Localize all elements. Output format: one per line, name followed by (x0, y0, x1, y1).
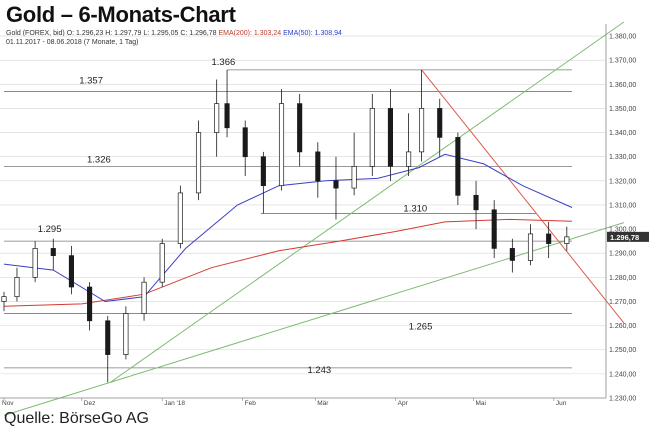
candle-body (333, 180, 339, 189)
ema200-line (3, 218, 573, 307)
y-tick-label: 1.260,00 (609, 323, 636, 330)
candle-body (32, 248, 38, 278)
y-tick-label: 1.310,00 (609, 202, 636, 209)
last-price-label: 1.296,78 (610, 233, 639, 242)
candle-body (242, 127, 248, 158)
candle-body (351, 166, 357, 189)
trendline-resistance (421, 69, 625, 324)
candle-body (455, 137, 461, 196)
y-tick-label: 1.370,00 (609, 58, 636, 65)
x-tick-label: Nov (2, 400, 14, 407)
candle-body (437, 108, 443, 138)
candle-body (105, 320, 111, 355)
x-tick-label: Apr (398, 400, 409, 407)
date-range: 01.11.2017 - 08.06.2018 (7 Monate, 1 Tag… (6, 39, 139, 46)
candle-body (195, 132, 202, 194)
candle-body (224, 103, 230, 129)
candle-body (1, 296, 7, 302)
y-tick-label: 1.380,00 (609, 34, 636, 41)
candle-body (141, 281, 147, 314)
level-label: 1.357 (79, 76, 103, 87)
candle-body (260, 156, 266, 187)
candle-body (546, 233, 552, 244)
candle-body (14, 277, 20, 298)
level-label: 1.366 (211, 57, 235, 68)
y-tick-label: 1.320,00 (609, 178, 636, 185)
x-tick-label: Feb (245, 400, 257, 407)
ema200-label: EMA(200): 1.303,24 (218, 30, 282, 37)
date-range-info: 01.11.2017 - 08.06.2018 (7 Monate, 1 Tag… (6, 39, 138, 46)
candle-body (214, 103, 220, 133)
y-tick-label: 1.250,00 (609, 347, 636, 354)
candle-body (177, 192, 183, 244)
x-tick-label: Dez (84, 400, 96, 407)
candle-body (509, 248, 515, 261)
candle-body (50, 248, 56, 256)
y-tick-label: 1.300,00 (609, 227, 636, 234)
ema50-label: EMA(50): 1.308,94 (283, 30, 342, 37)
y-tick-label: 1.360,00 (609, 82, 636, 89)
y-tick-label: 1.280,00 (609, 275, 636, 282)
axes: 1.380,00 1.370,00 1.360,00 1.350,00 1.340,00… (0, 24, 649, 407)
y-tick-label: 1.290,00 (609, 251, 636, 258)
candle-body (564, 236, 570, 244)
candle-body (87, 286, 93, 322)
chart-title: Gold – 6-Monats-Chart (6, 2, 236, 27)
x-tick-label: Mai (475, 400, 485, 407)
horizontal-levels: 1.366 1.357 1.326 1.310 1.295 1.265 1.243 (4, 57, 572, 376)
y-tick-label: 1.240,00 (609, 371, 636, 378)
y-tick-label: 1.270,00 (609, 299, 636, 306)
candle-body (297, 103, 303, 153)
level-label: 1.265 (409, 322, 433, 333)
ema50-line (3, 153, 573, 303)
ema-lines (3, 153, 573, 307)
y-tick-label: 1.350,00 (609, 106, 636, 113)
y-tick-label: 1.230,00 (609, 396, 636, 403)
candle-body (527, 233, 534, 261)
trendline-long-term-support (110, 21, 625, 383)
grid (0, 35, 606, 399)
level-label: 1.295 (38, 224, 62, 235)
candle-body (315, 151, 321, 182)
x-tick-label: Jan '18 (164, 400, 185, 407)
candle-body (369, 108, 375, 167)
candle-body (278, 103, 285, 187)
level-label: 1.326 (87, 154, 111, 165)
candle-body (473, 194, 479, 211)
last-price-tag (607, 231, 649, 242)
candle-body (159, 243, 165, 283)
y-tick-label: 1.340,00 (609, 130, 636, 137)
x-tick-label: Mär (317, 400, 329, 407)
instrument-name: Gold (FOREX, bid) (6, 30, 65, 37)
candle-body (419, 108, 425, 153)
candle-body (406, 151, 412, 167)
source-credit: Quelle: BörseGo AG (4, 410, 149, 427)
ohlc-readout: O: 1.296,23 H: 1.297,79 L: 1.295,05 C: 1… (66, 30, 217, 37)
candle-body (68, 255, 74, 288)
trendline-support (3, 222, 625, 416)
level-label: 1.243 (307, 365, 331, 376)
trendlines (3, 21, 625, 416)
candles (1, 69, 570, 383)
y-tick-label: 1.330,00 (609, 154, 636, 161)
candle-body (491, 209, 497, 249)
level-label: 1.310 (403, 203, 427, 214)
candle-body (123, 313, 129, 355)
instrument-info: Gold (FOREX, bid) O: 1.296,23 H: 1.297,7… (6, 30, 342, 37)
candle-body (387, 108, 393, 167)
x-tick-label: Jun (556, 400, 567, 407)
